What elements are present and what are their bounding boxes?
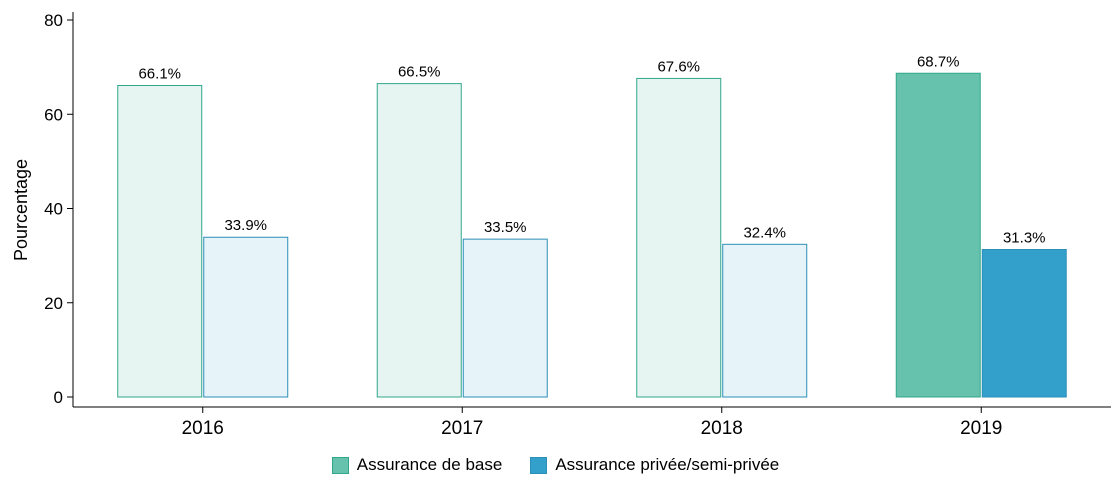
x-tick-label: 2016 xyxy=(182,418,224,439)
bar xyxy=(203,236,289,398)
x-axis: 2016 2017 2018 2019 xyxy=(73,406,1111,439)
legend-label-base: Assurance de base xyxy=(356,455,503,474)
bar xyxy=(462,238,548,398)
x-tick-label: 2019 xyxy=(960,418,1002,439)
x-tick-label: 2017 xyxy=(441,418,483,439)
bar-labels: 66.1% 33.9% 66.5% 33.5% 67.6% 32.4% 68.7% 31.3% xyxy=(138,53,1045,246)
bar xyxy=(981,248,1067,398)
bar-value-label: 66.1% xyxy=(138,66,181,83)
bar-value-label: 67.6% xyxy=(657,58,700,75)
bar-value-label: 31.3% xyxy=(1003,229,1046,246)
bar-value-label: 68.7% xyxy=(917,53,960,70)
bar-value-label: 33.9% xyxy=(224,217,267,234)
legend-swatch-private xyxy=(530,456,548,474)
legend-item-private: Assurance privée/semi-privée xyxy=(530,455,779,475)
bar-value-label: 33.5% xyxy=(484,219,527,236)
y-axis-label: Pourcentage xyxy=(11,159,31,261)
y-tick-label: 80 xyxy=(44,11,63,30)
bar-value-label: 32.4% xyxy=(743,224,786,241)
legend-swatch-base xyxy=(331,456,349,474)
bar xyxy=(376,83,462,398)
bar xyxy=(636,77,722,398)
bar xyxy=(895,72,981,398)
bar-value-label: 66.5% xyxy=(398,64,441,81)
bars xyxy=(117,72,1067,398)
y-tick-label: 0 xyxy=(54,388,63,407)
legend-label-private: Assurance privée/semi-privée xyxy=(555,455,780,474)
x-tick-label: 2018 xyxy=(701,418,743,439)
legend: Assurance de base Assurance privée/semi-… xyxy=(0,455,1111,475)
bar xyxy=(117,85,203,398)
legend-item-base: Assurance de base xyxy=(331,455,503,475)
y-tick-label: 40 xyxy=(44,200,63,219)
y-axis: 0 20 40 60 80 xyxy=(44,11,74,407)
y-tick-label: 60 xyxy=(44,105,63,124)
bar xyxy=(722,243,808,398)
y-tick-label: 20 xyxy=(44,294,63,313)
